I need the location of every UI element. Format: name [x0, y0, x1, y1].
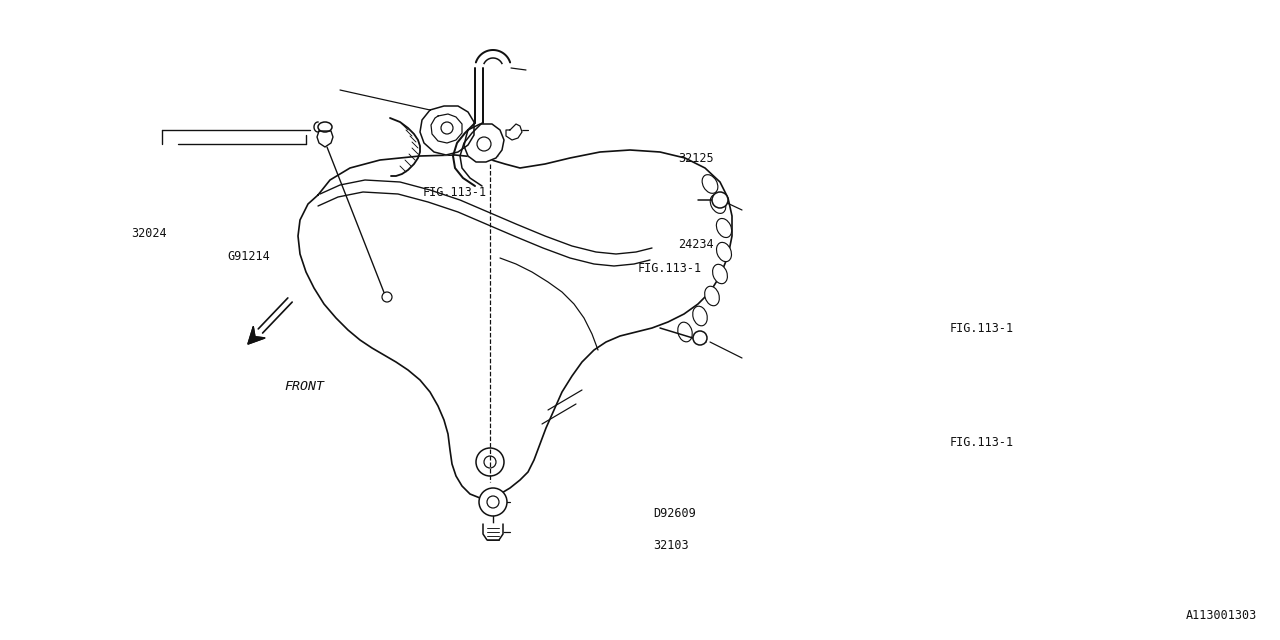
Ellipse shape: [717, 243, 731, 262]
Circle shape: [712, 192, 728, 208]
Polygon shape: [420, 106, 474, 155]
Ellipse shape: [317, 122, 332, 132]
Ellipse shape: [713, 264, 727, 284]
Polygon shape: [506, 124, 522, 140]
Ellipse shape: [710, 195, 726, 213]
Circle shape: [479, 488, 507, 516]
Text: G91214: G91214: [228, 250, 270, 262]
Text: A113001303: A113001303: [1185, 609, 1257, 622]
Text: D92609: D92609: [653, 507, 695, 520]
Polygon shape: [465, 124, 504, 162]
Text: FIG.113-1: FIG.113-1: [950, 436, 1014, 449]
Text: FIG.113-1: FIG.113-1: [950, 323, 1014, 335]
Circle shape: [692, 331, 707, 345]
Polygon shape: [298, 150, 732, 498]
Circle shape: [476, 448, 504, 476]
Text: 32125: 32125: [678, 152, 714, 165]
Polygon shape: [248, 327, 265, 344]
Text: FRONT: FRONT: [284, 380, 324, 393]
Text: FIG.113-1: FIG.113-1: [422, 186, 486, 198]
Ellipse shape: [705, 286, 719, 306]
Ellipse shape: [678, 322, 692, 342]
Circle shape: [381, 292, 392, 302]
Polygon shape: [483, 524, 503, 540]
Text: 32103: 32103: [653, 539, 689, 552]
Ellipse shape: [703, 175, 718, 193]
Text: FIG.113-1: FIG.113-1: [637, 262, 701, 275]
Ellipse shape: [692, 306, 708, 326]
Text: 24234: 24234: [678, 238, 714, 251]
Ellipse shape: [717, 218, 732, 237]
Polygon shape: [317, 131, 333, 147]
Text: 32024: 32024: [131, 227, 166, 240]
